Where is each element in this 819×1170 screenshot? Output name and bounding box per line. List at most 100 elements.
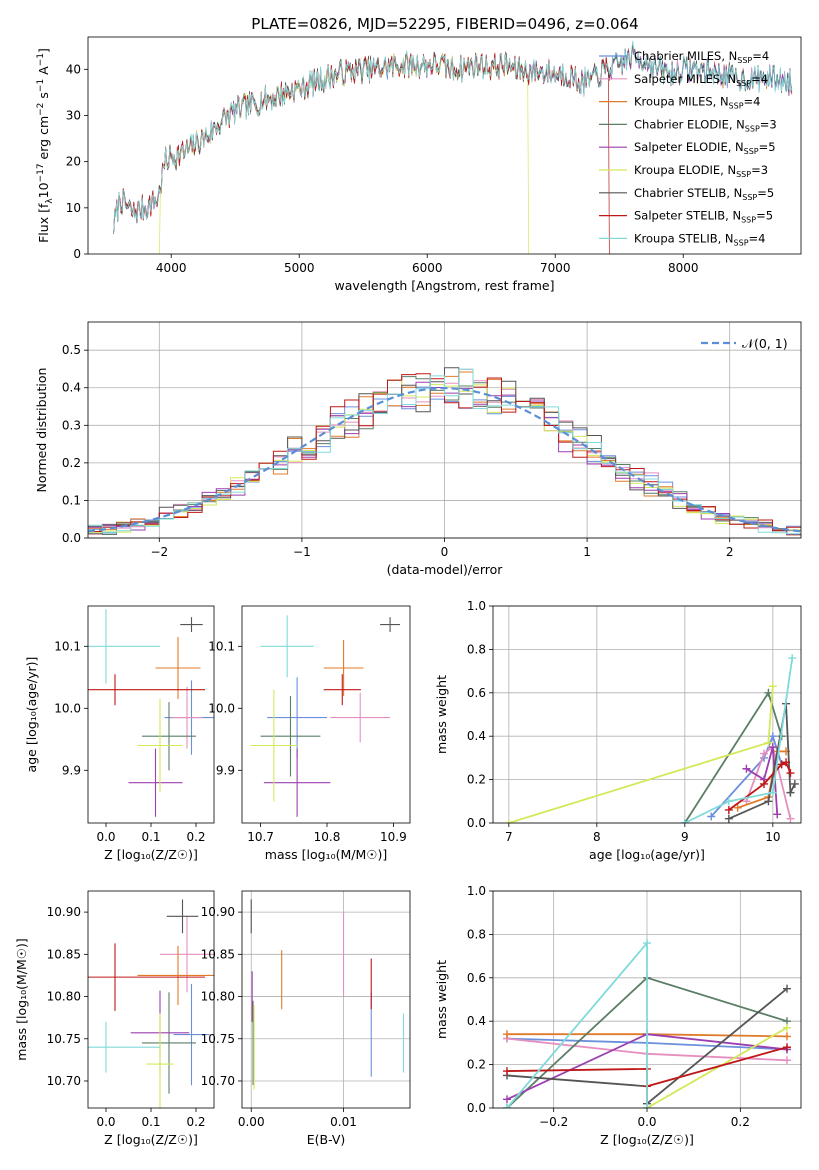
y-tick-label: 0.8 [467,927,486,941]
series-marker [768,732,777,741]
x-tick-label: 0.1 [141,830,160,844]
x-axis-label: mass [log₁₀(M/M☉)] [265,847,387,862]
panel-residuals: −2 −1 0 1 2 0.0 0.1 0.2 0.3 0.4 0.5 (data-model)/er… [34,321,802,577]
x-tick-label: 10.7 [247,830,274,844]
histogram-step [88,367,801,535]
legend-entry: Salpeter ELODIE, NSSP=5 [634,140,776,156]
x-tick-label: 8000 [668,261,699,275]
x-tick-label: 0.0 [637,1115,656,1129]
x-tick-label: 5000 [284,261,315,275]
y-axis-label-part: ] [36,48,51,53]
x-tick-label: 0.0 [96,1115,115,1129]
x-tick-label: 6000 [412,261,443,275]
legend-sub: SSP [736,79,751,88]
legend-nssp: =4 [752,49,769,63]
series-marker [742,764,751,773]
series-marker [724,797,733,806]
series-line [745,745,792,819]
axes: 10.7 10.8 10.9 9.9 10.0 10.1 mass [log₁₀(M/M☉)… [208,605,411,862]
series-marker [782,758,791,767]
axes-frame [241,605,411,824]
x-tick-label: −0.2 [539,1115,568,1129]
legend-sub: SSP [744,147,759,156]
legend-entry: Kroupa ELODIE, NSSP=3 [634,163,768,179]
x-tick-label: 10 [765,830,780,844]
series-marker [504,819,513,823]
legend-entry: Salpeter STELIB, NSSP=5 [634,209,773,225]
y-axis-label-part: erg cm [36,116,51,164]
y-tick-label: 10.85 [47,947,81,961]
legend-nssp: =5 [757,186,774,200]
series-marker [643,1104,651,1108]
y-axis-label-part: λ [45,198,55,204]
legend-series-name: Salpeter ELODIE, N [634,140,744,154]
series-marker [768,788,777,797]
legend-series-name: Kroupa STELIB, N [634,231,734,245]
legend-entry: Chabrier MILES, NSSP=4 [634,49,769,65]
x-tick-label: −2 [150,545,168,559]
figure-title: PLATE=0826, MJD=52295, FIBERID=0496, z=0… [251,15,638,33]
series-marker [503,1095,511,1104]
series-marker [760,779,769,788]
series-marker [643,939,651,948]
axes-frame [492,890,802,1109]
legend-entry: Chabrier STELIB, NSSP=5 [634,186,774,202]
y-axis-label-part: 10 [36,182,51,198]
y-axis-label: age [log₁₀(age/yr)] [24,657,39,773]
series-marker [724,814,733,823]
series-marker [786,769,795,778]
series-marker [503,1067,511,1076]
plot-area [503,939,791,1108]
x-tick-label: 9 [681,830,689,844]
y-tick-label: 30 [66,108,81,122]
y-axis-label-part: −1 [36,79,46,92]
y-tick-label: 0.4 [467,1014,486,1028]
series-marker [788,654,797,663]
y-tick-label: 10.85 [201,947,235,961]
y-tick-label: 40 [66,62,81,76]
x-tick-label: −1 [293,545,311,559]
y-tick-label: 10.0 [208,701,235,715]
axes: 0.0 0.1 0.2 9.9 10.0 10.1 Z [log₁₀(Z/Z☉)] age [… [24,605,215,862]
x-tick-label: 7 [505,830,513,844]
y-axis-label: mass weight [434,960,449,1039]
y-tick-label: 0.3 [62,418,81,432]
series-marker [768,743,777,752]
y-tick-label: 0.4 [467,729,486,743]
x-axis-label: E(B-V) [307,1132,346,1147]
y-axis-label-part: A [36,66,51,79]
axes: 0.00 0.01 10.70 10.75 10.80 10.85 10.90 E(B-V) [201,890,411,1147]
y-axis-label-part: −2 [36,103,46,116]
y-axis-label-part: s [36,92,51,103]
y-tick-label: 0.0 [467,816,486,830]
panel-massweight-vs-Z: −0.2 0.0 0.2 0.0 0.2 0.4 0.6 0.8 1.0 Z [log₁₀(Z/Z… [434,884,802,1147]
legend-sub: SSP [745,124,760,133]
series-marker [786,788,795,797]
legend-sub: SSP [734,238,749,247]
x-tick-label: 10.9 [380,830,407,844]
y-tick-label: 1.0 [467,599,486,613]
y-tick-label: 0.0 [62,531,81,545]
series-marker [783,1056,791,1065]
x-axis-label: Z [log₁₀(Z/Z☉)] [600,1132,694,1147]
x-tick-label: 0.1 [141,1115,160,1129]
series-marker [773,810,782,819]
x-tick-label: 0.2 [731,1115,750,1129]
plot-area [113,40,793,254]
x-tick-label: 0.2 [186,830,205,844]
x-axis-label: Z [log₁₀(Z/Z☉)] [104,847,198,862]
x-tick-label: 8 [593,830,601,844]
series-marker [786,814,795,823]
y-tick-label: 10.80 [47,990,81,1004]
series-marker [764,738,773,747]
x-tick-label: 2 [726,545,734,559]
series-marker [764,797,773,806]
x-tick-label: 0.00 [238,1115,265,1129]
legend-series-name: Chabrier MILES, N [634,49,737,63]
legend-series-name: Chabrier STELIB, N [634,186,742,200]
legend-nssp: =4 [744,95,761,109]
series-marker [783,1032,791,1041]
series-line [508,686,774,823]
histogram-step [88,368,801,535]
